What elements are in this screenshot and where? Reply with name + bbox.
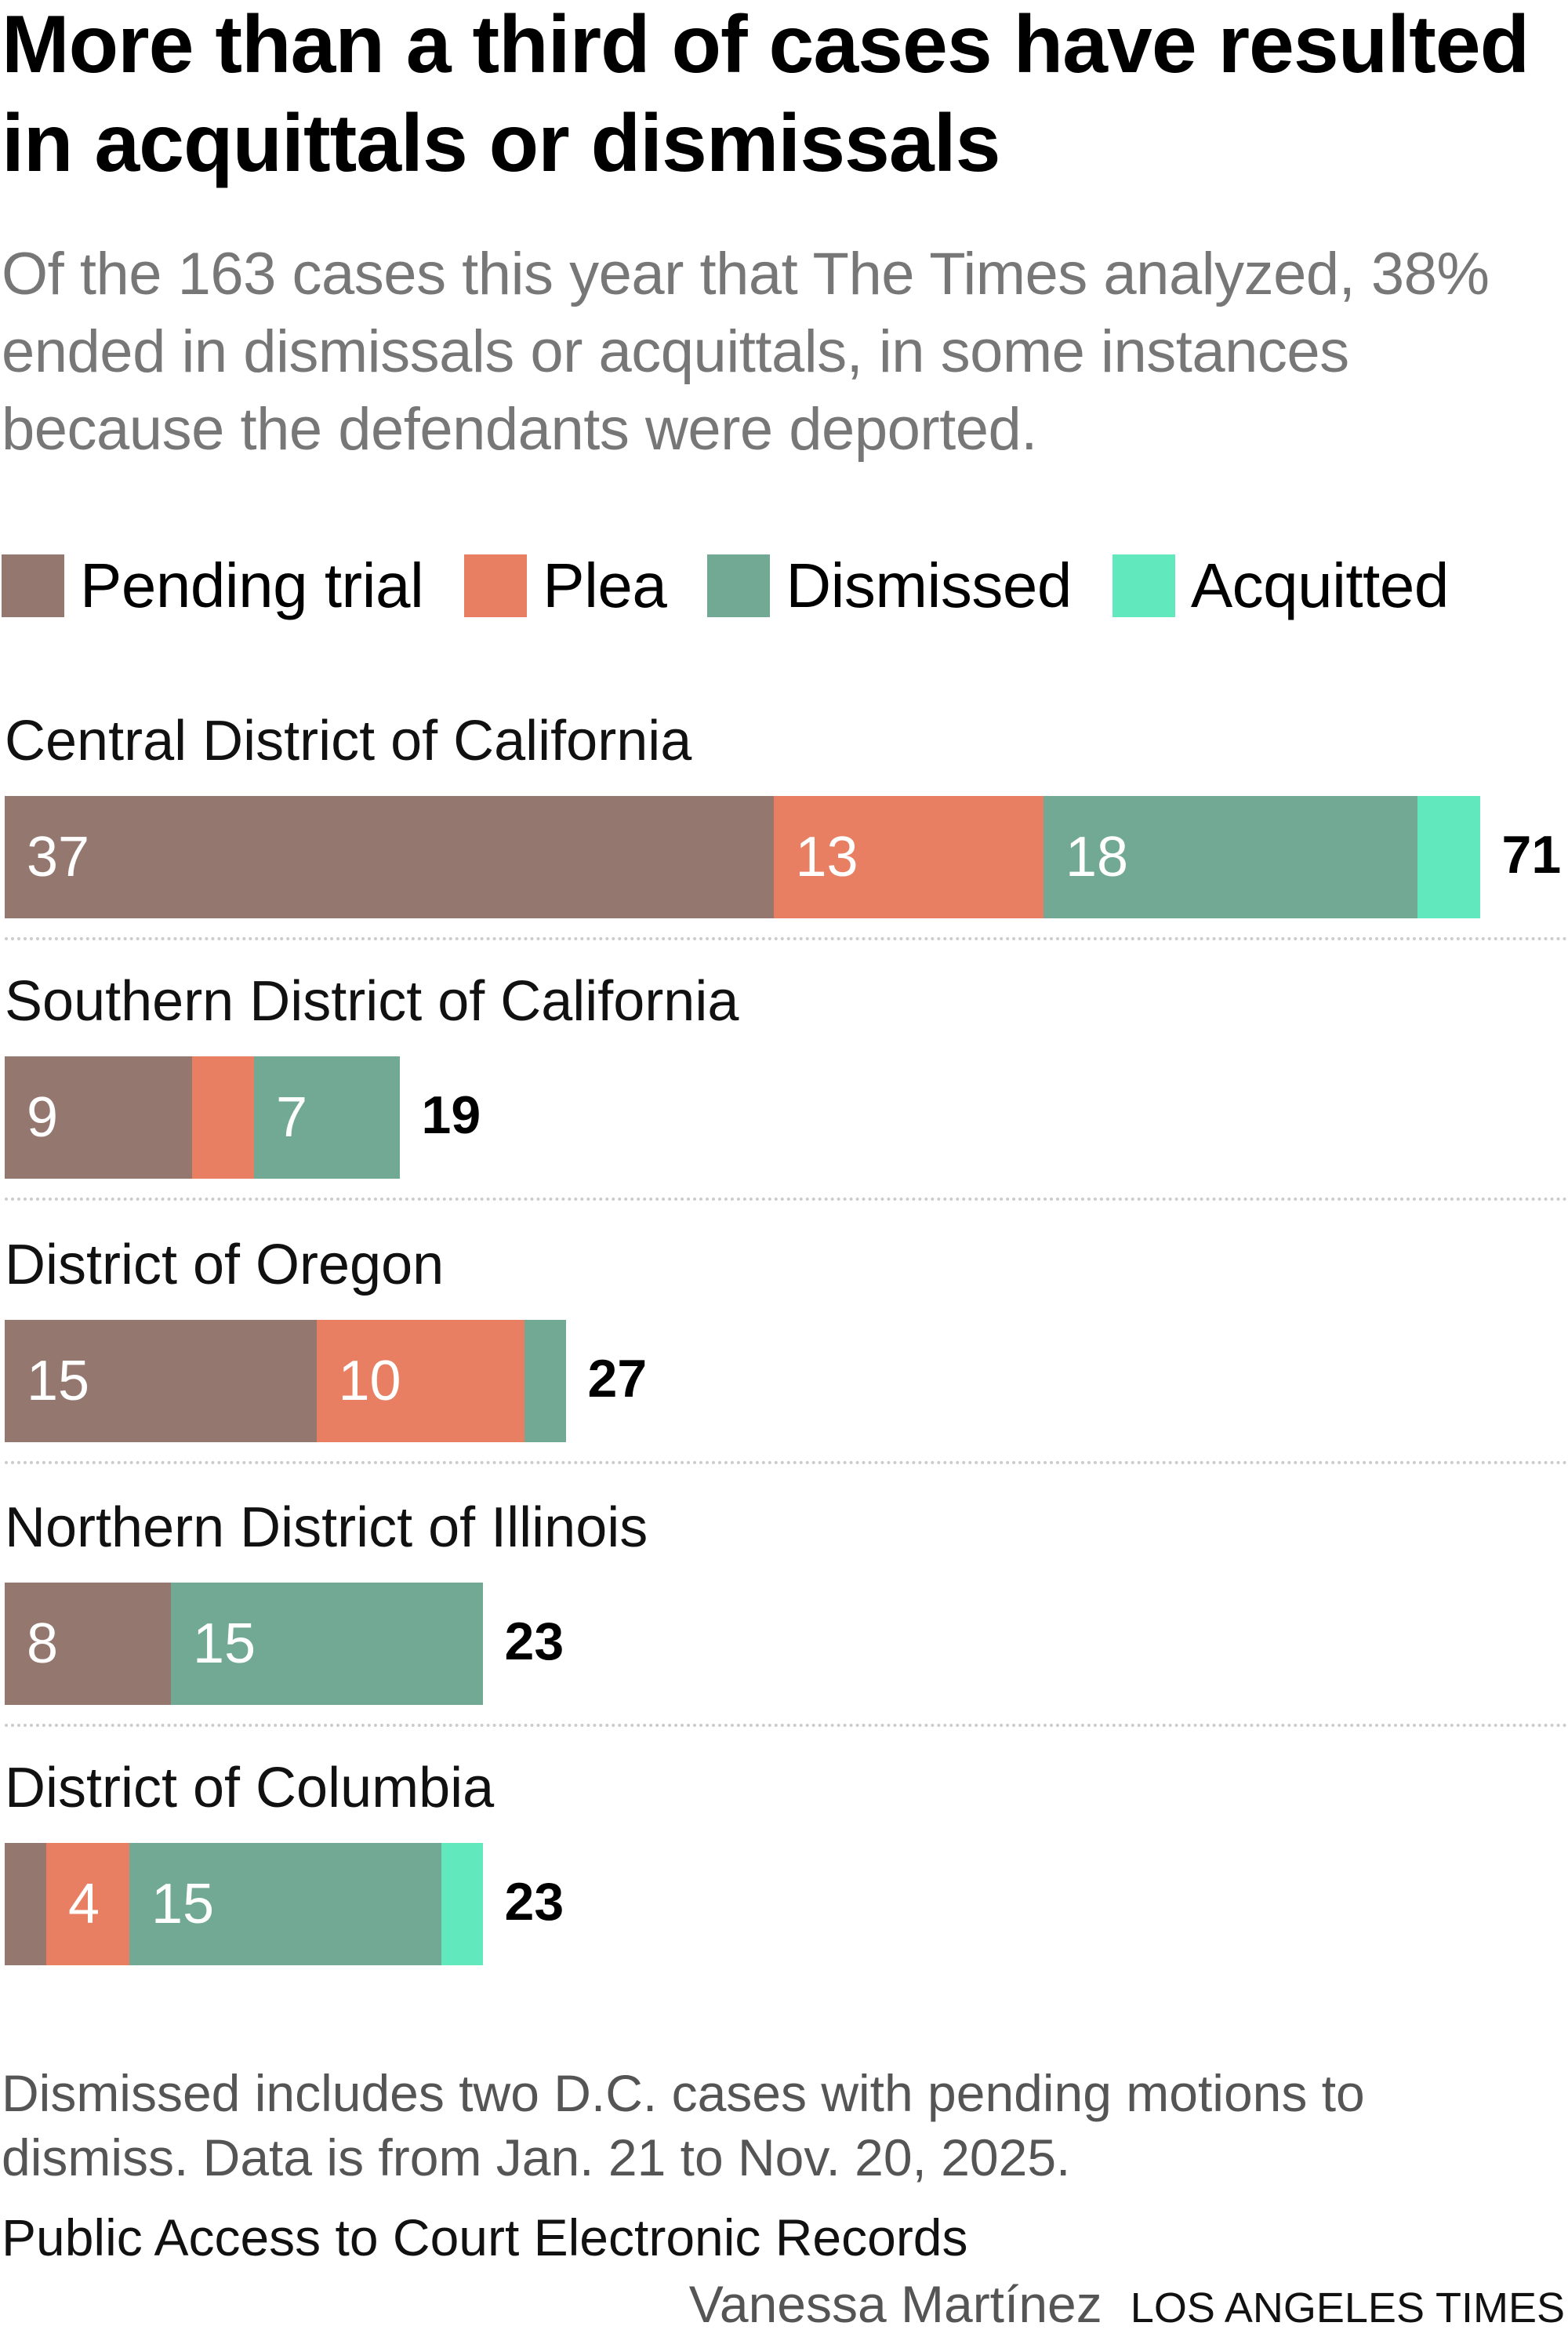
row-divider [5, 1461, 1568, 1464]
bar-segment-dismissed: 15 [129, 1843, 441, 1965]
chart-subtitle: Of the 163 cases this year that The Time… [2, 241, 1490, 463]
legend-item-acquitted: Acquitted [1112, 550, 1449, 622]
category-label: District of Columbia [5, 1757, 495, 1819]
credit-org: LOS ANGELES TIMES [1130, 2284, 1565, 2332]
stacked-bar: 4 15 [5, 1843, 483, 1965]
segment-value-label: 7 [276, 1086, 308, 1149]
legend-swatch [1112, 554, 1175, 617]
bar-segment-dismissed: 18 [1044, 796, 1417, 918]
segment-value-label: 4 [68, 1873, 100, 1935]
stacked-bar: 15 10 [5, 1320, 566, 1442]
chart-note: Dismissed includes two D.C. cases with p… [2, 2064, 1365, 2186]
segment-value-label: 15 [27, 1350, 90, 1412]
row-divider [5, 1724, 1568, 1727]
segment-value-label: 10 [338, 1350, 401, 1412]
bar-group: Central District of California 37 13 18 71 [0, 708, 1568, 971]
legend: Pending trial Plea Dismissed Acquitted [2, 551, 1490, 620]
bar-group: District of Columbia 4 15 23 [0, 1755, 1568, 2018]
segment-value-label: 37 [27, 826, 90, 889]
segment-value-label: 18 [1065, 826, 1129, 889]
bar-segment-acquitted [1417, 796, 1480, 918]
bar-segment-dismissed: 7 [254, 1056, 400, 1179]
credit-author: Vanessa Martínez [688, 2275, 1102, 2333]
category-label: Central District of California [5, 710, 692, 772]
stacked-bar: 8 15 [5, 1583, 483, 1705]
bar-segment-plea [191, 1056, 254, 1179]
total-label: 23 [504, 1872, 564, 1932]
legend-item-dismissed: Dismissed [707, 550, 1072, 622]
total-label: 27 [587, 1349, 648, 1408]
bar-group: District of Oregon 15 10 27 [0, 1232, 1568, 1495]
legend-swatch [2, 554, 64, 617]
category-label: Northern District of Illinois [5, 1496, 648, 1559]
bar-segment-pending-trial: 37 [5, 796, 774, 918]
total-label: 19 [421, 1085, 481, 1145]
legend-swatch [464, 554, 528, 617]
segment-value-label: 15 [151, 1873, 215, 1935]
stacked-bar: 37 13 18 [5, 796, 1480, 918]
legend-item-plea: Plea [464, 550, 667, 622]
segment-value-label: 8 [27, 1612, 59, 1675]
bar-segment-dismissed: 15 [171, 1583, 483, 1705]
row-divider [5, 1198, 1568, 1201]
legend-label: Dismissed [786, 551, 1072, 620]
segment-value-label: 9 [27, 1086, 59, 1149]
bar-group: Southern District of California 9 7 19 [0, 969, 1568, 1231]
row-divider [5, 937, 1568, 940]
bar-segment-plea: 10 [316, 1320, 524, 1442]
category-label: District of Oregon [5, 1234, 445, 1296]
chart-title: More than a third of cases have resulted… [2, 0, 1530, 189]
bar-segment-plea: 13 [773, 796, 1044, 918]
bar-group: Northern District of Illinois 8 15 23 [0, 1495, 1568, 1757]
segment-value-label: 13 [795, 826, 858, 889]
bar-segment-pending-trial: 15 [5, 1320, 317, 1442]
legend-label: Pending trial [80, 551, 424, 620]
bar-segment-pending-trial: 8 [5, 1583, 171, 1705]
category-label: Southern District of California [5, 970, 739, 1033]
chart-source: Public Access to Court Electronic Record… [2, 2208, 968, 2266]
total-label: 71 [1501, 825, 1562, 885]
legend-swatch [707, 554, 771, 617]
total-label: 23 [504, 1612, 564, 1671]
chart-credit: Vanessa Martínez LOS ANGELES TIMES [689, 2274, 1565, 2334]
bar-segment-acquitted [441, 1843, 483, 1965]
legend-label: Plea [543, 551, 667, 620]
bar-segment-pending-trial [5, 1843, 46, 1965]
legend-item-pending: Pending trial [2, 550, 424, 622]
legend-label: Acquitted [1190, 551, 1450, 620]
bar-segment-plea: 4 [46, 1843, 129, 1965]
bar-segment-pending-trial: 9 [5, 1056, 192, 1179]
bar-segment-dismissed [524, 1320, 566, 1442]
segment-value-label: 15 [193, 1612, 256, 1675]
